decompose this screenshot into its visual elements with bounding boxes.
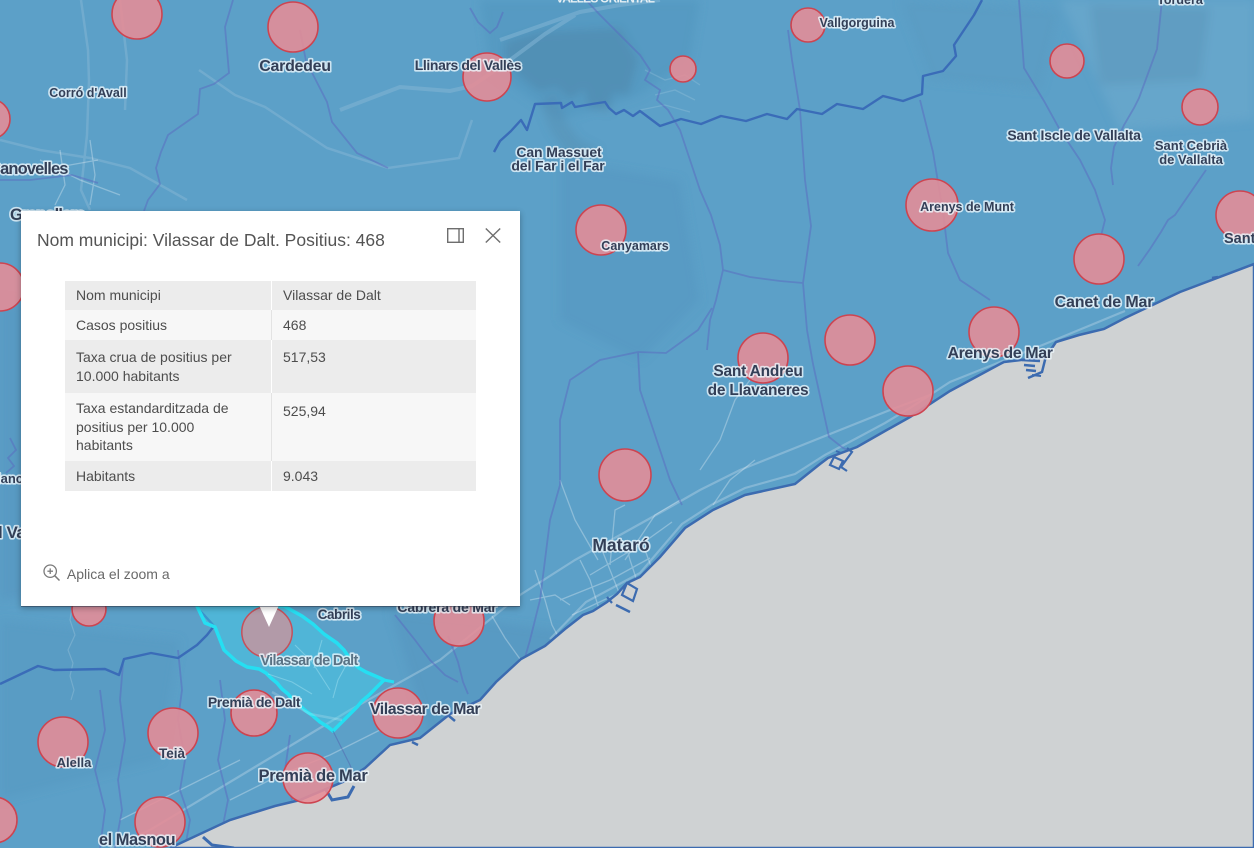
svg-text:Canovelles: Canovelles <box>0 160 68 178</box>
svg-text:Sant Andreu: Sant Andreu <box>713 363 802 380</box>
svg-text:del Far i el Far: del Far i el Far <box>511 158 605 174</box>
svg-text:Vilassar de Mar: Vilassar de Mar <box>370 701 481 718</box>
svg-text:VALLÈS ORIENTAL: VALLÈS ORIENTAL <box>556 0 655 6</box>
svg-text:de Vallalta: de Vallalta <box>1159 152 1223 167</box>
svg-text:Sant Iscle de Vallalta: Sant Iscle de Vallalta <box>1007 127 1141 143</box>
svg-text:Arenys de Mar: Arenys de Mar <box>947 345 1052 362</box>
svg-text:Canet de Mar: Canet de Mar <box>1055 294 1154 311</box>
svg-text:Cardedeu: Cardedeu <box>259 58 330 75</box>
svg-text:Cabrils: Cabrils <box>318 607 361 622</box>
svg-text:Alella: Alella <box>57 755 92 770</box>
svg-text:de Llavaneres: de Llavaneres <box>708 382 809 399</box>
svg-text:el Masnou: el Masnou <box>99 831 175 848</box>
svg-text:Vilassar de Dalt: Vilassar de Dalt <box>260 653 358 669</box>
svg-text:Tordera: Tordera <box>1157 0 1204 7</box>
svg-text:Sant: Sant <box>1224 231 1254 247</box>
svg-text:Premià de Dalt: Premià de Dalt <box>208 694 301 710</box>
svg-text:Premià de Mar: Premià de Mar <box>259 767 369 785</box>
svg-text:Canyamars: Canyamars <box>601 239 668 253</box>
svg-text:Corró d'Avall: Corró d'Avall <box>49 86 127 100</box>
svg-text:Can Massuet: Can Massuet <box>516 144 602 160</box>
svg-text:Sant Cebrià: Sant Cebrià <box>1155 138 1228 153</box>
svg-text:Mataró: Mataró <box>592 535 649 555</box>
svg-text:Llinars del Vallès: Llinars del Vallès <box>415 57 522 73</box>
svg-text:lanc: lanc <box>0 471 23 486</box>
svg-text:Vallgorguina: Vallgorguina <box>819 16 895 30</box>
svg-text:Arenys de Munt: Arenys de Munt <box>920 200 1015 214</box>
svg-text:Teià: Teià <box>159 746 186 761</box>
